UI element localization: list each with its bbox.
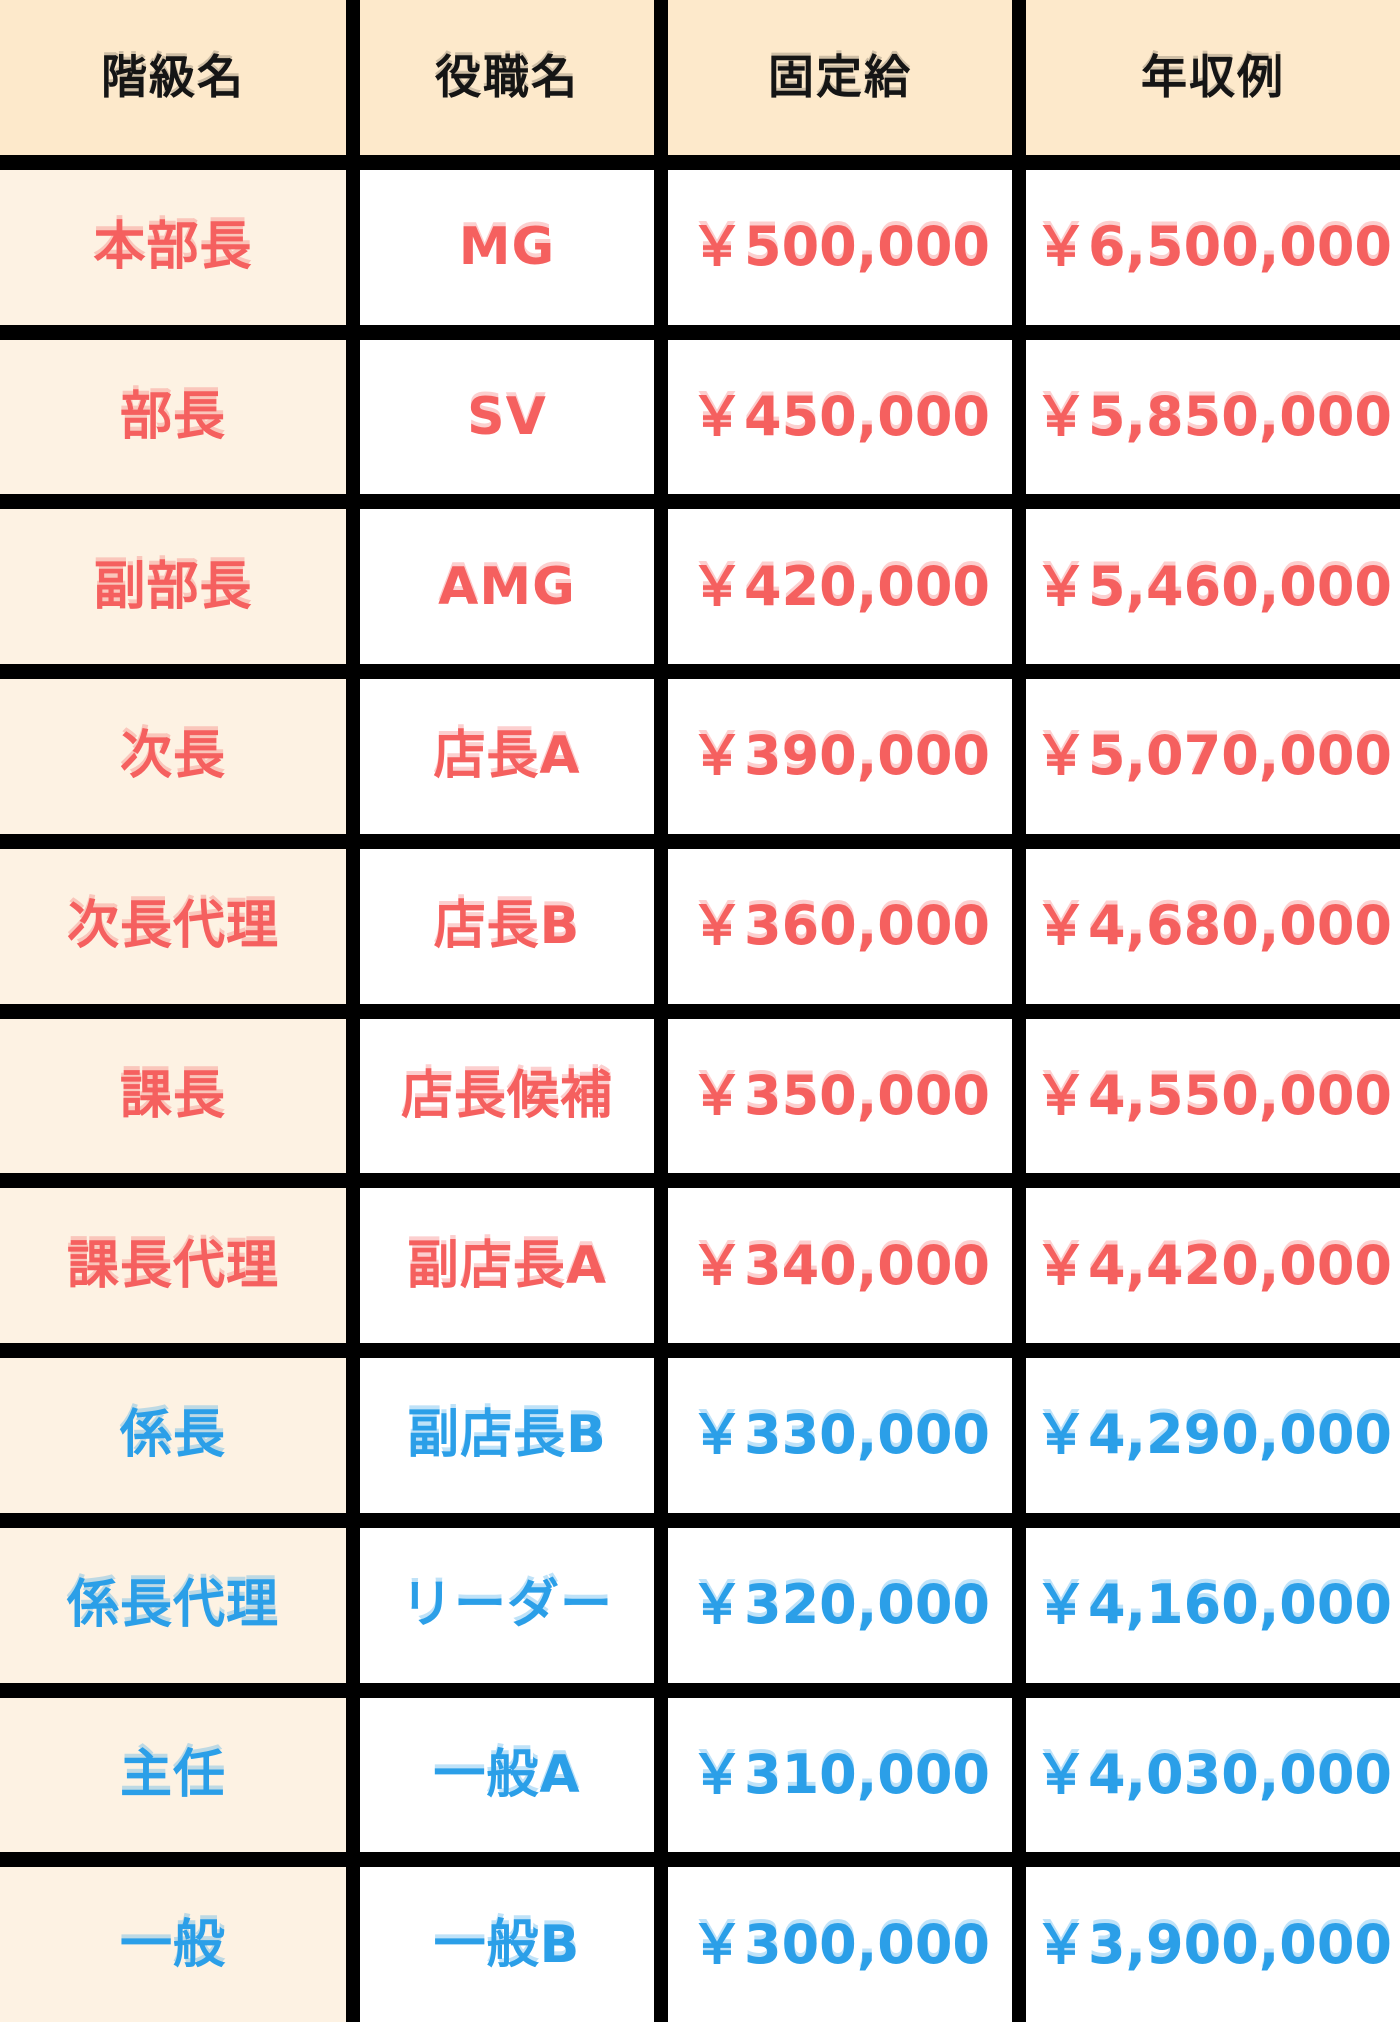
column-header-rank-name: 階級名 — [0, 0, 346, 155]
column-header-fixed-salary: 固定給 — [668, 0, 1012, 155]
fixed-salary-cell: ￥360,000 — [668, 848, 1012, 1004]
fixed-salary-cell: ￥340,000 — [668, 1188, 1012, 1343]
annual-income-cell: ￥3,900,000 — [1026, 1867, 1400, 2022]
rank-cell: 係長代理 — [0, 1527, 346, 1683]
position-cell: AMG — [360, 509, 654, 664]
position-cell: 副店長B — [360, 1358, 654, 1513]
rank-cell: 一般 — [0, 1867, 346, 2022]
rank-cell: 次長 — [0, 679, 346, 834]
fixed-salary-cell: ￥450,000 — [668, 339, 1012, 495]
rank-cell: 本部長 — [0, 169, 346, 325]
annual-income-cell: ￥4,160,000 — [1026, 1527, 1400, 1683]
position-cell: 店長A — [360, 679, 654, 834]
position-cell: リーダー — [360, 1527, 654, 1683]
annual-income-cell: ￥4,030,000 — [1026, 1697, 1400, 1853]
rank-cell: 係長 — [0, 1358, 346, 1513]
fixed-salary-cell: ￥310,000 — [668, 1697, 1012, 1853]
rank-cell: 主任 — [0, 1697, 346, 1853]
column-header-annual-income: 年収例 — [1026, 0, 1400, 155]
position-cell: 一般A — [360, 1697, 654, 1853]
position-cell: 店長B — [360, 848, 654, 1004]
rank-cell: 部長 — [0, 339, 346, 495]
rank-cell: 課長 — [0, 1018, 346, 1174]
annual-income-cell: ￥5,460,000 — [1026, 509, 1400, 664]
position-cell: MG — [360, 169, 654, 325]
annual-income-cell: ￥4,550,000 — [1026, 1018, 1400, 1174]
fixed-salary-cell: ￥500,000 — [668, 169, 1012, 325]
position-cell: SV — [360, 339, 654, 495]
annual-income-cell: ￥5,850,000 — [1026, 339, 1400, 495]
annual-income-cell: ￥4,420,000 — [1026, 1188, 1400, 1343]
fixed-salary-cell: ￥390,000 — [668, 679, 1012, 834]
fixed-salary-cell: ￥350,000 — [668, 1018, 1012, 1174]
column-header-position-name: 役職名 — [360, 0, 654, 155]
annual-income-cell: ￥6,500,000 — [1026, 169, 1400, 325]
annual-income-cell: ￥4,680,000 — [1026, 848, 1400, 1004]
fixed-salary-cell: ￥320,000 — [668, 1527, 1012, 1683]
rank-cell: 課長代理 — [0, 1188, 346, 1343]
rank-cell: 次長代理 — [0, 848, 346, 1004]
fixed-salary-cell: ￥330,000 — [668, 1358, 1012, 1513]
fixed-salary-cell: ￥300,000 — [668, 1867, 1012, 2022]
rank-cell: 副部長 — [0, 509, 346, 664]
position-cell: 店長候補 — [360, 1018, 654, 1174]
position-cell: 一般B — [360, 1867, 654, 2022]
fixed-salary-cell: ￥420,000 — [668, 509, 1012, 664]
annual-income-cell: ￥5,070,000 — [1026, 679, 1400, 834]
annual-income-cell: ￥4,290,000 — [1026, 1358, 1400, 1513]
position-cell: 副店長A — [360, 1188, 654, 1343]
